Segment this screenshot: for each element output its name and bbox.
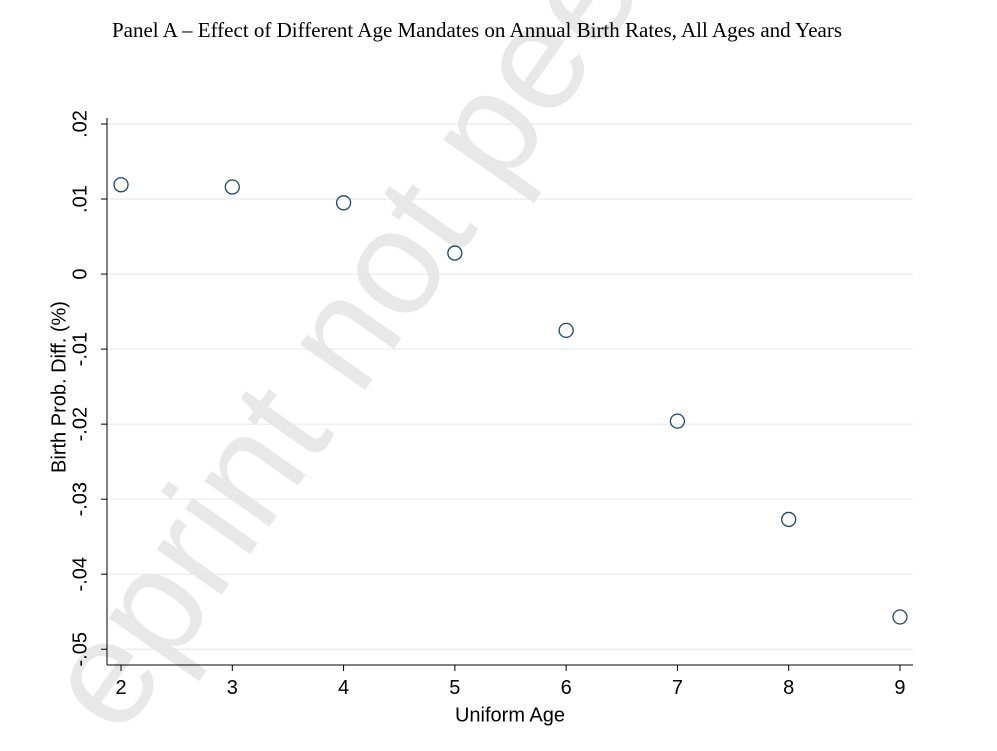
x-tick-label: 6 xyxy=(561,677,572,699)
point xyxy=(224,179,240,195)
y-tick-label: -.05 xyxy=(69,632,91,666)
y-tick-label: -.02 xyxy=(69,407,91,441)
x-tick-label: 2 xyxy=(115,677,126,699)
x-tick-label: 9 xyxy=(894,677,905,699)
x-tick-label: 5 xyxy=(449,677,460,699)
y-tick-label: -.03 xyxy=(69,482,91,516)
x-tick-label: 3 xyxy=(227,677,238,699)
point xyxy=(892,609,908,625)
y-tick-label: .01 xyxy=(69,185,91,213)
point xyxy=(447,245,463,261)
chart-title: Panel A – Effect of Different Age Mandat… xyxy=(112,18,842,42)
point xyxy=(669,413,686,429)
watermark: eprint not peer xyxy=(9,0,701,751)
y-tick-label: -.01 xyxy=(69,332,91,366)
point xyxy=(558,322,574,338)
x-axis-label: Uniform Age xyxy=(455,704,565,726)
y-tick-label: .02 xyxy=(69,110,91,138)
y-axis-label: Birth Prob. Diff. (%) xyxy=(48,301,70,473)
x-tick-label: 4 xyxy=(338,677,349,699)
x-tick-label: 7 xyxy=(672,677,683,699)
point xyxy=(781,511,797,528)
point xyxy=(113,177,129,193)
y-tick-label: 0 xyxy=(69,269,91,280)
y-tick-label: -.04 xyxy=(69,557,91,591)
point xyxy=(335,195,352,211)
x-tick-label: 8 xyxy=(783,677,794,699)
